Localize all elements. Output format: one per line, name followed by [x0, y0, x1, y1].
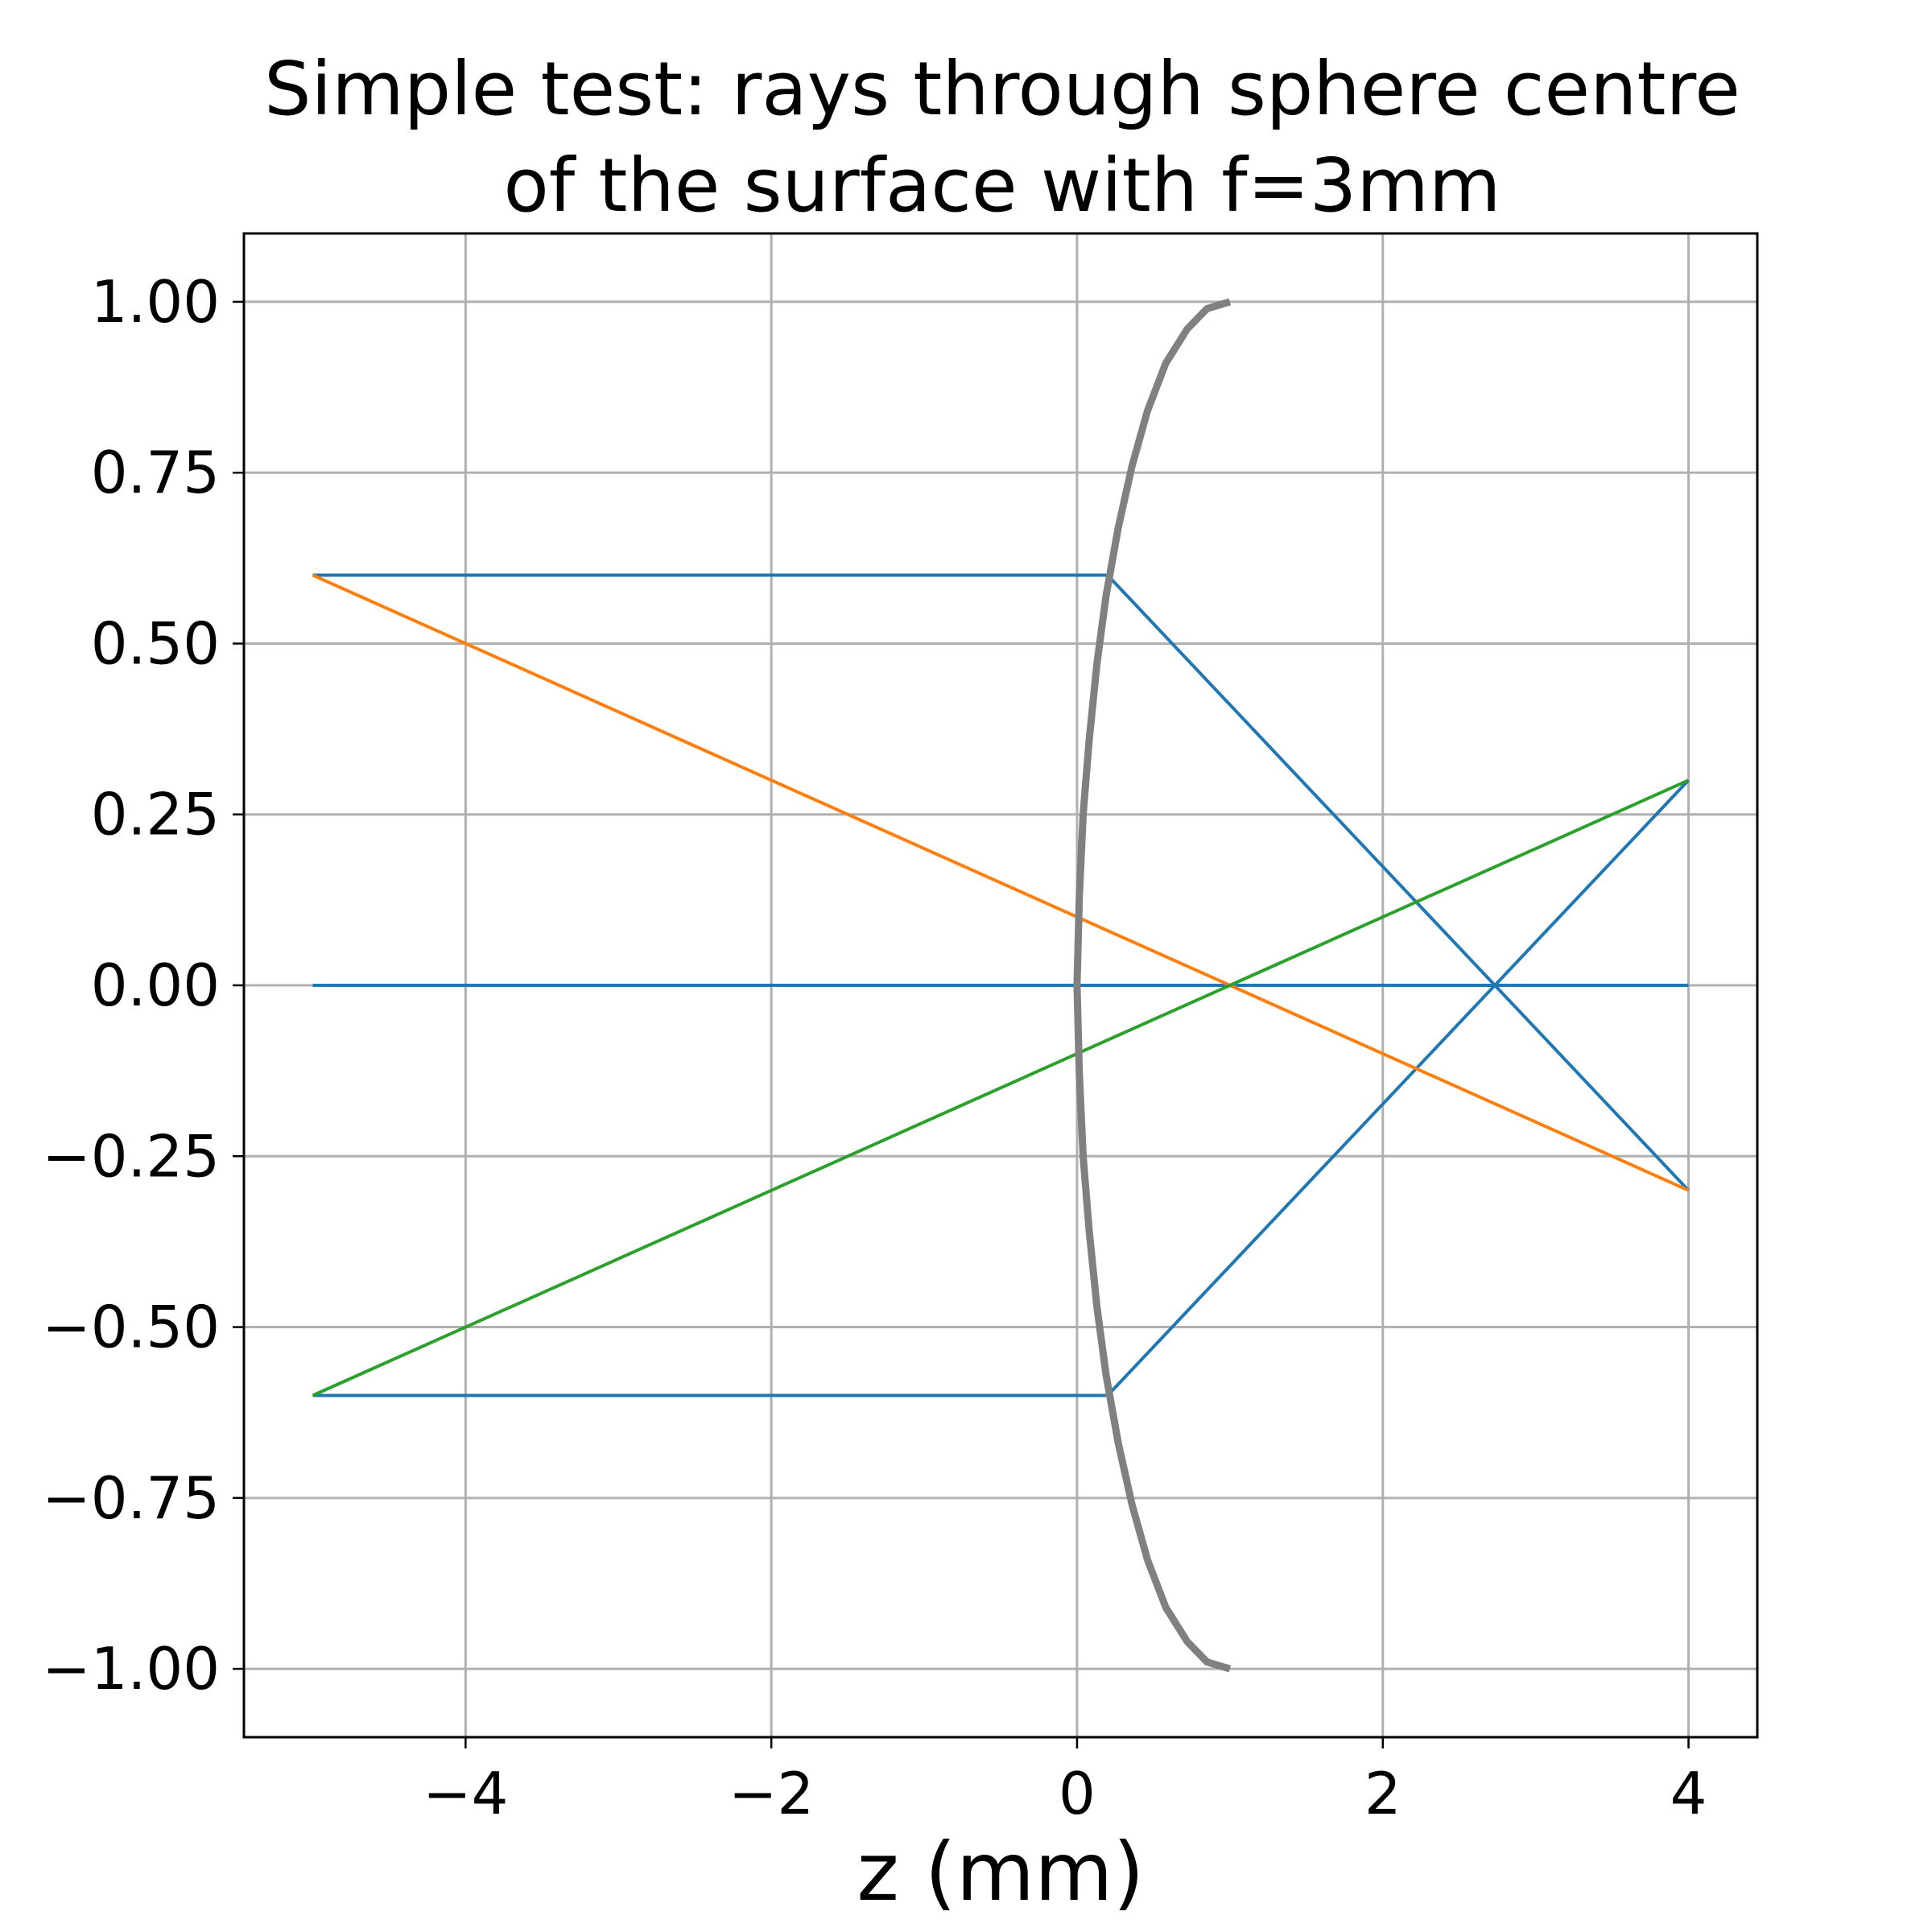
x-tick-label: −4	[423, 1760, 508, 1827]
y-tick-label: 1.00	[91, 268, 220, 336]
x-tick-label: 4	[1670, 1760, 1707, 1827]
x-tick-label: −2	[729, 1760, 814, 1827]
x-axis-label: z (mm)	[857, 1825, 1144, 1919]
chart-title-line-2: of the surface with f=3mm	[503, 142, 1501, 229]
x-tick-label: 0	[1059, 1760, 1096, 1827]
chart-title-line-1: Simple test: rays through sphere centre	[264, 46, 1740, 132]
y-tick-label: −0.25	[42, 1122, 220, 1190]
ray-line-3	[312, 573, 1690, 1192]
ticks	[233, 300, 1690, 1748]
series-layer	[312, 298, 1690, 1673]
tick-labels: −4 −2 0 2 4 1.00 0.75 0.50 0.25 0.00 −0.25 −0.50 −0.…	[42, 268, 1707, 1827]
y-tick-label: 0.75	[91, 439, 220, 506]
y-tick-label: 0.25	[91, 781, 220, 848]
y-tick-label: 0.00	[91, 952, 220, 1019]
y-tick-label: 0.50	[91, 609, 220, 677]
x-tick-label: 2	[1364, 1760, 1402, 1827]
grid	[244, 233, 1757, 1737]
y-tick-label: −0.75	[42, 1464, 220, 1532]
surface-curve	[1073, 298, 1232, 1673]
y-tick-label: −0.50	[42, 1294, 220, 1361]
ray-line-4	[312, 778, 1690, 1397]
y-tick-label: −1.00	[42, 1635, 220, 1703]
